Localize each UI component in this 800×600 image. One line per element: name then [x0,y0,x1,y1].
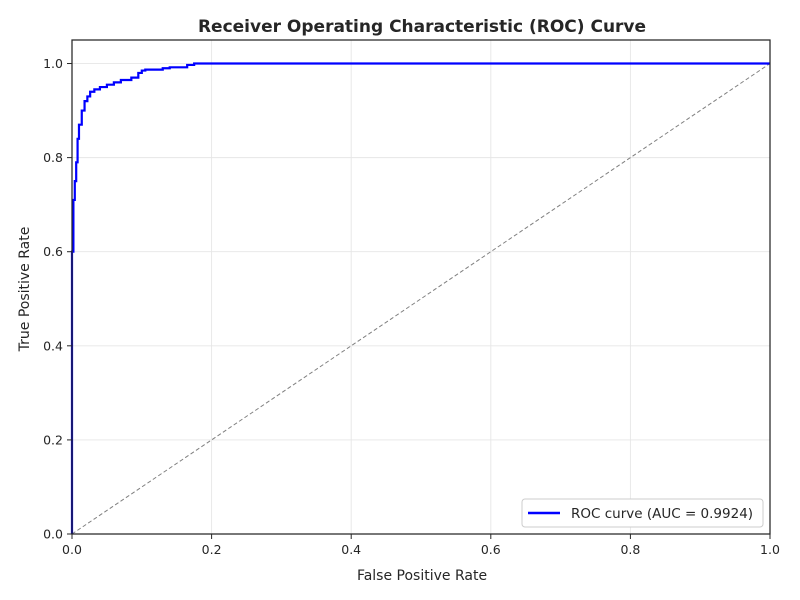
legend: ROC curve (AUC = 0.9924) [521,498,764,528]
plot-frame [71,39,771,535]
y-axis-label: True Positive Rate [17,227,33,353]
y-tick-label-0: 0.0 [43,527,63,542]
x-tick-label-0: 0.0 [62,542,82,557]
y-tick-label-4: 0.8 [43,150,63,165]
chart-title: Receiver Operating Characteristic (ROC) … [198,17,646,37]
x-axis-label: False Positive Rate [357,568,487,584]
y-tick-label-5: 1.0 [43,56,63,71]
series-layer [70,62,770,534]
x-tick-label-4: 0.8 [620,542,640,557]
legend-label: ROC curve (AUC = 0.9924) [571,506,753,522]
chance-line-layer [71,63,771,535]
axis-ticks: 0.0 0.2 0.4 0.6 0.8 1.0 0.0 0.2 0.4 0.6 0.8 1.0 [43,56,780,557]
x-tick-label-2: 0.4 [341,542,361,557]
y-tick-label-2: 0.4 [43,338,63,353]
roc-curve-line [70,62,770,534]
x-tick-label-1: 0.2 [202,542,222,557]
y-tick-label-1: 0.2 [43,432,63,447]
chance-diagonal-line [71,63,771,535]
x-tick-label-3: 0.6 [481,542,501,557]
x-tick-label-5: 1.0 [760,542,780,557]
legend-box [521,498,764,528]
grid-lines [71,40,771,535]
y-tick-label-3: 0.6 [43,244,63,259]
